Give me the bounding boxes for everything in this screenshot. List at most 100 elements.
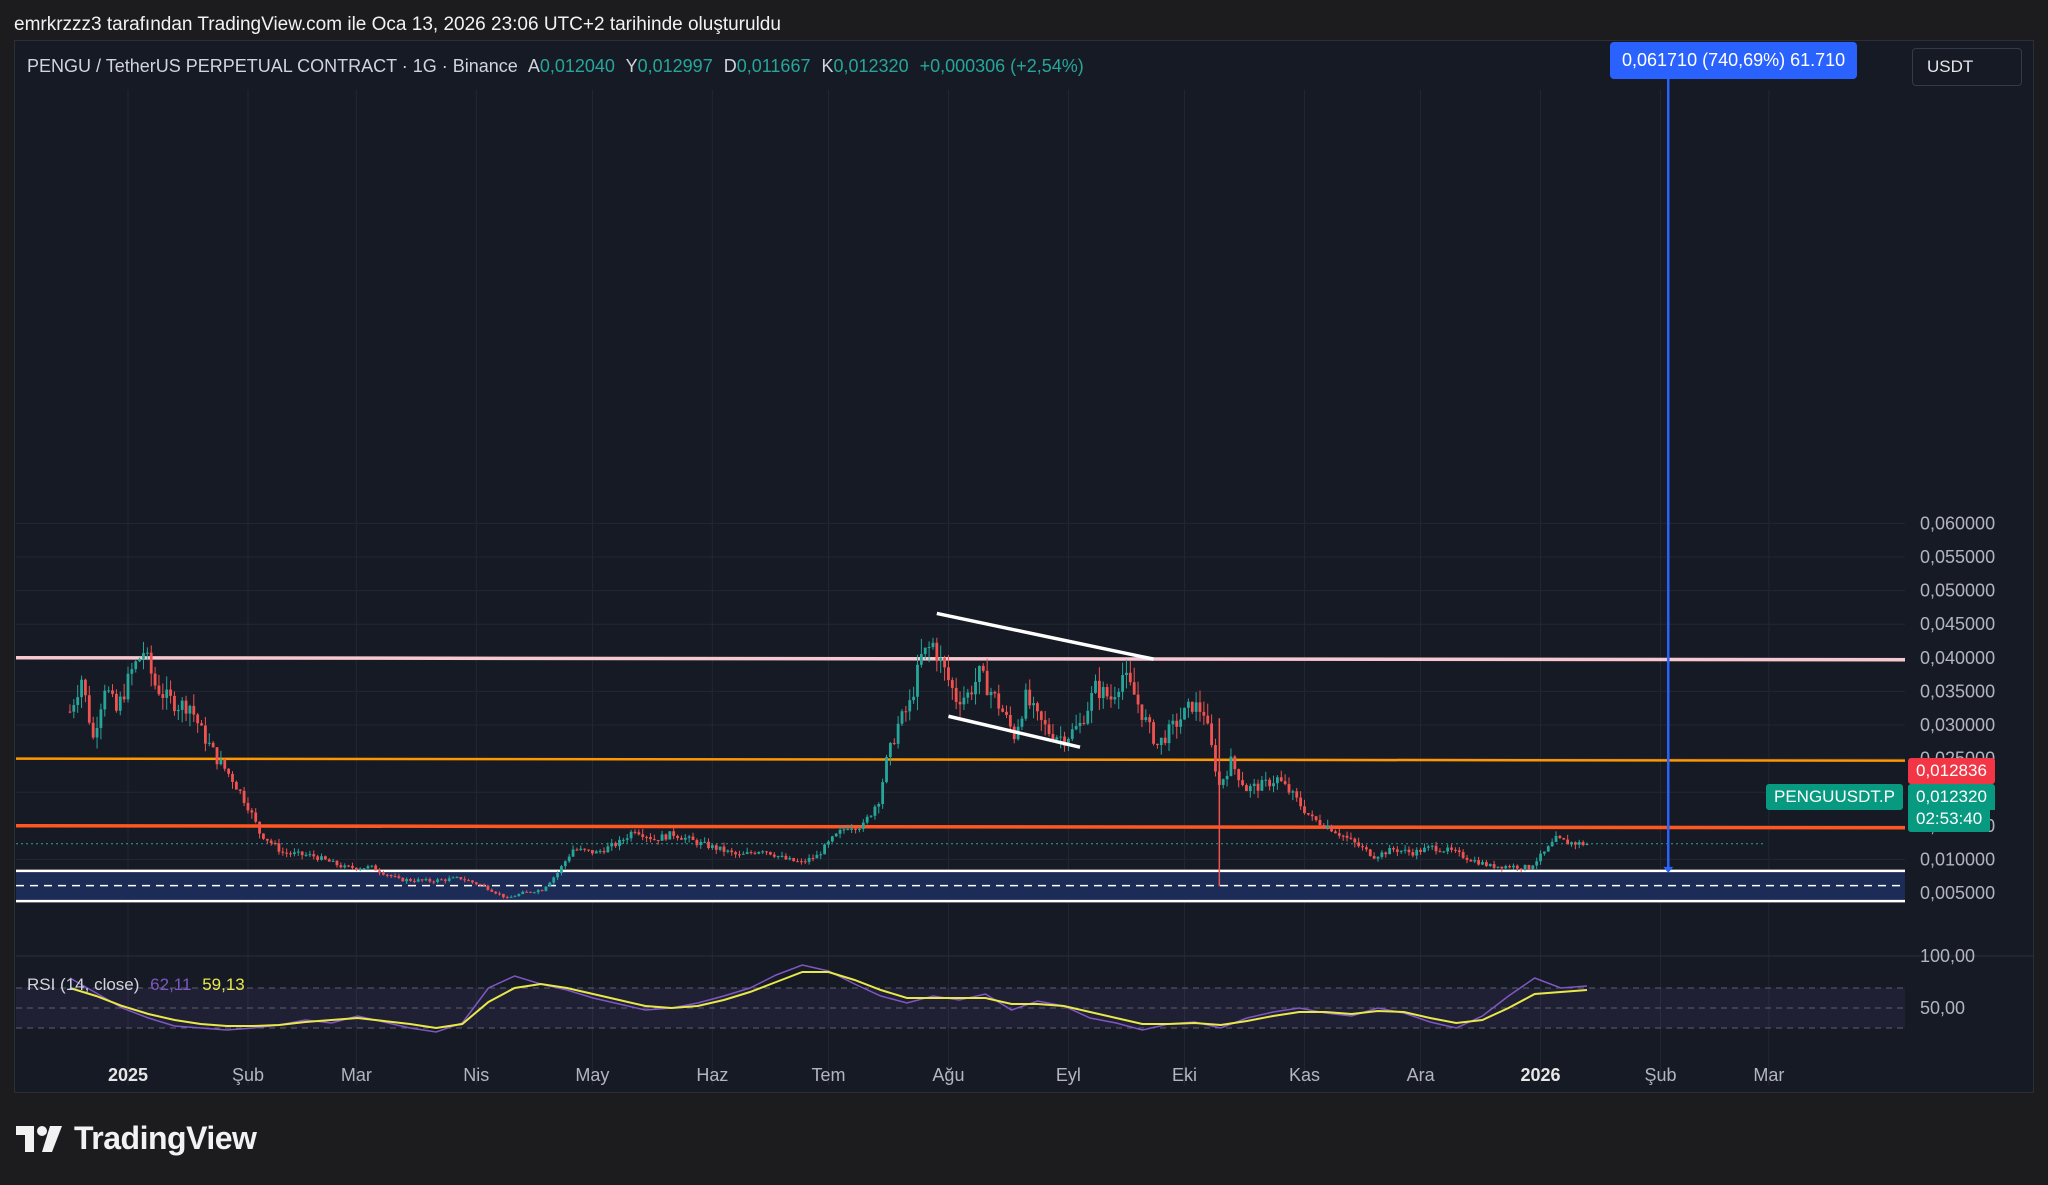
rsi-ma-value: 59,13	[202, 975, 245, 994]
candle-up	[1121, 662, 1124, 700]
candle-body	[130, 669, 134, 674]
candle-body	[1496, 866, 1500, 868]
candle-body	[354, 867, 358, 870]
time-tick-label: 2025	[108, 1065, 148, 1085]
candle-body	[772, 854, 776, 857]
candle-body	[370, 865, 374, 867]
candle-body	[231, 773, 234, 782]
candle-body	[1020, 718, 1024, 727]
candle-down	[1043, 710, 1047, 736]
measure-label[interactable]: 0,061710 (740,69%) 61.710	[1610, 42, 1858, 79]
candle-down	[192, 694, 196, 723]
candles	[68, 637, 1589, 899]
candle-down	[1109, 684, 1113, 708]
candle-down	[1233, 755, 1237, 775]
candle-down	[1407, 846, 1411, 856]
candle-down	[1353, 837, 1357, 848]
candle-up	[416, 877, 420, 883]
low-label: D	[723, 56, 737, 76]
candle-up	[72, 699, 76, 719]
candle-down	[211, 740, 215, 748]
candle-body	[676, 835, 679, 839]
tradingview-logo[interactable]: TradingView	[16, 1120, 257, 1157]
time-tick-label: Haz	[696, 1065, 728, 1085]
candle-up	[145, 647, 149, 661]
candle-up	[1585, 842, 1589, 846]
candle-down	[459, 876, 463, 881]
candle-up	[618, 836, 621, 851]
level-line-orange-red[interactable]	[15, 824, 1906, 830]
candle-body	[745, 852, 749, 854]
candle-down	[1581, 840, 1585, 847]
candle-up	[1194, 692, 1198, 721]
candle-up	[517, 893, 521, 897]
candle-body	[710, 845, 714, 849]
rsi-legend[interactable]: RSI (14, close) 62,11 59,13	[27, 975, 245, 995]
candle-body	[1546, 846, 1550, 852]
candle-up	[1496, 866, 1500, 869]
candle-body	[362, 868, 366, 870]
candle-body	[1152, 722, 1155, 744]
currency-button[interactable]: USDT	[1912, 48, 2022, 86]
candle-down	[1318, 814, 1322, 827]
candle-body	[552, 877, 556, 883]
candle-body	[981, 665, 985, 671]
candle-down	[1477, 856, 1481, 866]
candle-down	[1434, 841, 1438, 855]
candle-body	[138, 658, 142, 662]
candle-up	[776, 855, 780, 860]
level-line-orange[interactable]	[15, 757, 1906, 762]
candle-body	[1395, 849, 1399, 852]
candle-up	[939, 645, 943, 673]
trendline-upper[interactable]	[936, 611, 1154, 661]
trendline-lower[interactable]	[948, 714, 1081, 749]
candle-body	[385, 874, 389, 876]
candle-down	[714, 843, 718, 855]
candle-up	[142, 641, 145, 670]
level-line-pink[interactable]	[15, 656, 1906, 662]
candle-body	[436, 879, 439, 882]
brand-name: TradingView	[74, 1120, 257, 1156]
measure-tool	[1663, 78, 1674, 873]
candle-body	[726, 850, 730, 852]
candle-body	[1392, 848, 1395, 850]
candle-body	[428, 879, 432, 882]
candle-down	[1210, 714, 1213, 748]
candle-body	[1473, 860, 1477, 862]
candle-down	[382, 870, 385, 876]
candle-body	[223, 759, 227, 769]
candle-up	[1388, 844, 1392, 855]
candle-body	[761, 851, 765, 853]
candle-body	[443, 879, 447, 881]
candle-down	[730, 847, 734, 856]
candle-down	[1287, 777, 1291, 795]
measure-arrowhead	[1663, 866, 1674, 873]
candle-down	[1163, 730, 1167, 746]
candle-body	[320, 856, 323, 860]
candle-body	[1512, 865, 1515, 868]
candle-body	[1140, 704, 1144, 720]
candle-body	[343, 865, 347, 868]
candle-up	[1094, 674, 1097, 694]
candle-body	[954, 687, 958, 702]
candle-down	[799, 858, 803, 865]
candle-body	[916, 664, 919, 697]
candle-down	[1036, 701, 1039, 721]
candle-body	[1028, 689, 1032, 706]
candle-down	[765, 850, 768, 856]
candle-body	[834, 833, 838, 837]
candle-body	[618, 839, 621, 847]
candle-body	[757, 852, 761, 854]
candle-up	[1554, 831, 1558, 842]
candle-body	[327, 859, 331, 862]
candle-down	[1330, 824, 1333, 833]
candle-up	[761, 850, 765, 855]
symbol-legend[interactable]: PENGU / TetherUS PERPETUAL CONTRACT · 1G…	[27, 56, 1090, 77]
candle-down	[1241, 771, 1244, 787]
candle-up	[320, 853, 323, 861]
candle-up	[436, 877, 439, 884]
chart-frame[interactable]	[14, 40, 2034, 1093]
candle-body	[1450, 847, 1453, 850]
candle-body	[807, 858, 811, 862]
